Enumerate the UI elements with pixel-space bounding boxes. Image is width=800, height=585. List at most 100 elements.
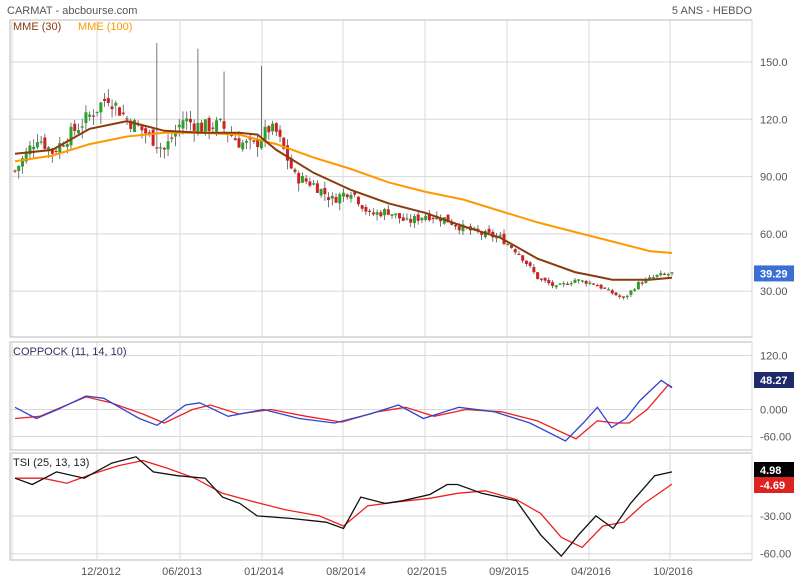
- candle-body: [621, 296, 625, 298]
- candle-body: [558, 283, 562, 285]
- candle-body: [177, 124, 181, 128]
- candle-body: [513, 249, 517, 253]
- candle-body: [543, 278, 547, 281]
- candle-body: [32, 146, 36, 150]
- candle-body: [397, 213, 401, 219]
- candle-body: [99, 102, 103, 113]
- candle-body: [528, 262, 532, 266]
- candle-body: [110, 106, 114, 110]
- candle-body: [431, 217, 435, 220]
- candle-body: [211, 127, 215, 129]
- candle-body: [498, 235, 502, 237]
- tsi-signal-line: [15, 459, 673, 549]
- candle-body: [349, 194, 353, 199]
- axis-labels: 12/2012 06/2013 01/2014 08/2014 02/2015 09/20…: [81, 57, 791, 578]
- candle-body: [547, 279, 551, 284]
- x-tick-label: 02/2015: [407, 566, 447, 578]
- candle-body: [319, 189, 323, 196]
- candle-body: [35, 142, 39, 148]
- candle-body: [663, 273, 667, 276]
- candle-body: [409, 218, 413, 223]
- tsi-main-line: [14, 456, 673, 558]
- candle-body: [58, 143, 62, 153]
- candle-body: [50, 148, 54, 154]
- candle-body: [360, 205, 364, 209]
- candle-body: [188, 118, 192, 123]
- candle-body: [386, 209, 390, 215]
- candle-body: [532, 267, 536, 273]
- price-y-tick: 60.00: [760, 229, 788, 241]
- candle-body: [636, 281, 640, 290]
- candle-body: [159, 147, 163, 149]
- candle-body: [106, 98, 110, 104]
- candle-body: [439, 218, 443, 222]
- candle-body: [614, 292, 618, 296]
- candle-body: [506, 244, 510, 246]
- candle-body: [252, 140, 256, 142]
- candle-body: [446, 214, 450, 223]
- candle-body: [95, 111, 99, 113]
- x-tick-label: 04/2016: [571, 566, 611, 578]
- candle-body: [300, 175, 304, 183]
- chart-period: 5 ANS - HEBDO: [672, 5, 753, 17]
- candle-body: [151, 129, 155, 146]
- candle-body: [420, 217, 424, 221]
- candle-body: [472, 227, 476, 229]
- candle-body: [629, 290, 633, 295]
- chart-title: CARMAT - abcbourse.com: [7, 5, 137, 17]
- candle-body: [312, 183, 316, 185]
- candle-body: [140, 126, 144, 131]
- price-y-tick: 120.0: [760, 114, 788, 126]
- candle-body: [170, 137, 174, 139]
- tsi-y-tick: -60.00: [760, 549, 791, 561]
- legend-mme30: MME (30): [13, 21, 61, 33]
- candle-body: [196, 122, 200, 134]
- candle-body: [607, 289, 611, 291]
- candle-body: [394, 213, 398, 216]
- candle-body: [215, 120, 219, 132]
- candle-body: [450, 222, 454, 225]
- x-tick-label: 10/2016: [653, 566, 693, 578]
- price-y-tick: 30.00: [760, 286, 788, 298]
- candle-body: [28, 145, 32, 155]
- candle-body: [453, 224, 457, 227]
- candle-body: [200, 122, 204, 132]
- price-y-tick: 150.0: [760, 57, 788, 69]
- candle-body: [144, 128, 148, 134]
- candle-body: [517, 253, 521, 256]
- candle-body: [338, 194, 342, 204]
- candle-body: [147, 132, 151, 134]
- candle-body: [356, 196, 360, 205]
- candle-body: [371, 212, 375, 215]
- price-last-value: 39.29: [760, 268, 788, 280]
- candle-body: [237, 138, 241, 148]
- candle-body: [69, 126, 73, 146]
- candle-body: [536, 272, 540, 280]
- candle-body: [323, 187, 327, 195]
- candle-body: [47, 147, 51, 151]
- candle-body: [103, 98, 107, 101]
- candle-body: [222, 121, 226, 129]
- candle-body: [121, 112, 125, 115]
- candle-body: [207, 117, 211, 132]
- candle-body: [162, 147, 166, 150]
- candle-body: [524, 260, 528, 264]
- candle-body: [181, 120, 185, 129]
- price-y-tick: 90.00: [760, 172, 788, 184]
- candle-body: [274, 123, 278, 132]
- panel-frame-coppock: [9, 341, 753, 451]
- candle-body: [461, 224, 465, 232]
- candle-body: [353, 192, 357, 195]
- candle-body: [129, 120, 133, 129]
- candle-body: [308, 181, 312, 186]
- candle-body: [263, 126, 267, 140]
- candle-body: [644, 279, 648, 284]
- candle-body: [416, 214, 420, 221]
- candle-body: [174, 131, 178, 137]
- candle-body: [259, 140, 263, 149]
- candle-body: [20, 158, 24, 167]
- candle-body: [118, 107, 122, 116]
- candle-body: [345, 194, 349, 198]
- mme30-line: [14, 120, 673, 281]
